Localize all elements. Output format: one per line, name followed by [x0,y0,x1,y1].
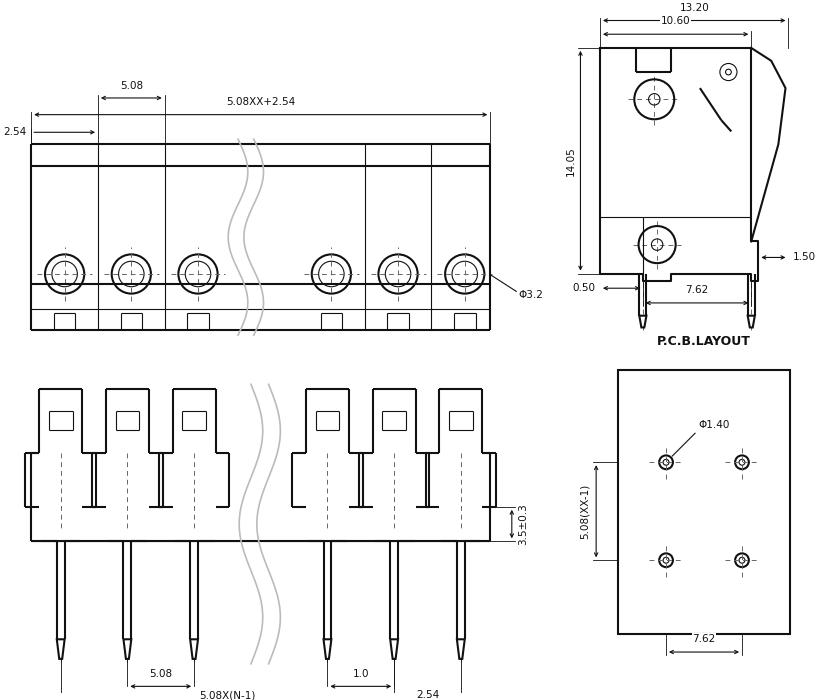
Polygon shape [390,639,398,659]
Text: P.C.B.LAYOUT: P.C.B.LAYOUT [657,335,751,348]
Polygon shape [639,316,646,328]
Text: 0.50: 0.50 [572,284,595,293]
Text: 5.08(XX-1): 5.08(XX-1) [580,484,590,539]
Text: Φ1.40: Φ1.40 [698,420,730,430]
Text: 5.08X(N-1): 5.08X(N-1) [199,690,256,700]
Text: 14.05: 14.05 [566,146,576,176]
Text: 2.54: 2.54 [3,127,27,137]
Polygon shape [748,316,755,328]
Bar [618,370,791,634]
Text: 5.08: 5.08 [149,668,172,678]
Text: 3.5±0.3: 3.5±0.3 [519,503,529,545]
Polygon shape [456,639,465,659]
Text: 10.60: 10.60 [661,16,691,27]
Text: 7.62: 7.62 [686,285,709,295]
Text: Φ3.2: Φ3.2 [519,290,544,300]
Text: 1.50: 1.50 [793,253,816,262]
Text: 2.54: 2.54 [416,690,439,700]
Text: 1.0: 1.0 [352,668,369,678]
Polygon shape [323,639,332,659]
Text: 7.62: 7.62 [692,634,716,644]
Polygon shape [57,639,65,659]
Text: 5.08: 5.08 [120,81,143,91]
Polygon shape [190,639,198,659]
Text: 5.08XX+2.54: 5.08XX+2.54 [226,97,296,107]
Text: 13.20: 13.20 [680,3,709,13]
Polygon shape [123,639,132,659]
